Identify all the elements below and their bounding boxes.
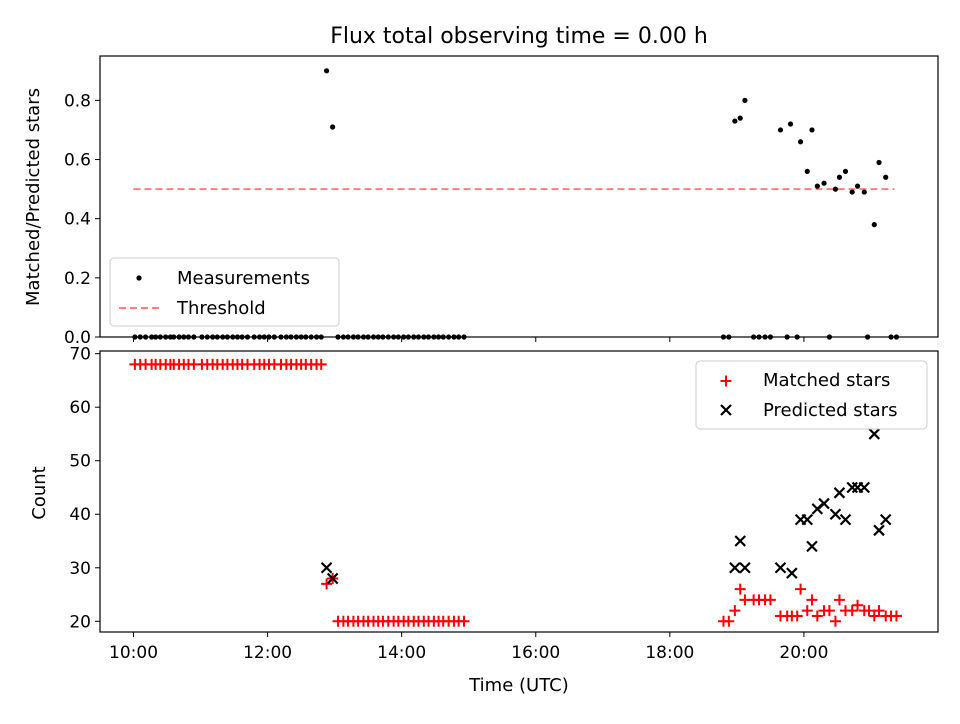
predicted-star-point [833,487,846,499]
measurement-point [797,139,804,145]
predicted-star-point [829,508,842,521]
matched-star-point [764,594,776,606]
legend-predicted-marker [720,404,732,416]
predicted-star-point [818,497,830,510]
matched-star-point [868,610,880,622]
measurement-point [330,124,336,130]
measurement-point [732,118,738,124]
matched-star-point [734,583,746,595]
measurement-point [809,127,815,133]
bottom-y-tick-label: 70 [69,345,91,365]
bottom-y-tick-label: 30 [69,559,91,579]
measurement-point [842,168,849,174]
matched-star-point [863,605,875,617]
measurement-point [871,222,877,228]
measurement-point [876,159,882,166]
predicted-star-point [806,540,818,553]
measurement-point [737,115,743,121]
matched-star-point [823,605,835,617]
predicted-star-point [729,561,741,574]
bottom-y-tick-label: 50 [69,452,91,472]
top-y-tick-label: 0.8 [64,91,91,111]
matched-star-point [846,605,858,617]
measurement-point [854,183,861,189]
bottom-y-tick-label: 20 [69,612,91,632]
matched-star-point [890,610,902,622]
chart-title: Flux total observing time = 0.00 h [330,24,708,49]
legend-measurements-label: Measurements [177,268,310,289]
legend-matched-label: Matched stars [763,370,890,391]
bottom-y-tick-label: 40 [69,505,91,525]
bottom-y-axis-label: Count [29,466,50,519]
matched-star-point [723,615,735,627]
measurement-point [861,189,867,195]
predicted-star-point [879,513,892,526]
measurement-point [804,168,810,174]
matched-star-point [811,610,823,622]
predicted-star-point [801,513,814,526]
matched-star-point [795,583,807,595]
bottom-legend: Matched stars Predicted stars [695,360,928,430]
top-legend-box [109,257,340,327]
legend-measurements-marker [136,275,142,281]
measurement-point [821,180,827,186]
matched-star-point [458,615,470,627]
predicted-star-point [734,535,747,547]
top-legend: Measurements Threshold [109,257,340,327]
matched-star-point [873,605,885,617]
predicted-star-point [786,567,798,579]
bottom-legend-box [695,360,928,430]
measurement-point [777,127,784,133]
bottom-y-tick-label: 60 [69,398,91,418]
matched-star-point [833,594,845,606]
top-y-tick-label: 0.4 [64,210,91,230]
top-y-axis-label: Matched/Predicted stars [23,88,44,306]
top-plot-frame [99,55,939,338]
matched-star-point [829,615,841,627]
measurement-point [787,121,794,127]
matched-star-point [806,594,818,606]
matched-star-point [801,605,813,617]
x-tick-label: 20:00 [779,643,828,663]
measurement-point [814,183,820,189]
measurement-point [742,97,748,103]
top-plot-panel: 0.0 0.2 0.4 0.6 0.8 Measurements Threshold [64,55,939,348]
predicted-star-point [868,428,881,440]
legend-matched-marker [720,375,732,387]
predicted-star-point [839,513,852,526]
top-y-tick-label: 0.2 [64,269,91,289]
legend-predicted-label: Predicted stars [763,400,897,421]
matched-star-point [791,610,803,622]
x-axis-label: Time (UTC) [468,675,569,696]
measurement-point [883,174,889,180]
predicted-star-point [326,572,339,585]
top-y-tick-label: 0.6 [64,151,91,171]
top-y-tick-label: 0.0 [64,328,91,348]
measurement-point [323,68,330,74]
matched-star-point [852,599,864,611]
predicted-star-point [846,481,858,494]
predicted-star-point [320,561,333,574]
bottom-plot-panel: 20 30 40 50 60 70 10:00 12:00 14:00 16:00 18:00 20:… [69,345,939,663]
matched-star-point [321,578,333,590]
measurement-point [832,186,839,192]
x-tick-label: 16:00 [511,643,560,663]
legend-threshold-label: Threshold [176,298,266,319]
measurement-point [849,189,855,195]
bottom-plot-frame [99,350,939,633]
matched-star-point [729,605,741,617]
matched-star-point [315,358,327,370]
predicted-star-point [774,561,787,574]
predicted-star-point [873,524,885,537]
x-tick-label: 18:00 [645,643,694,663]
x-tick-label: 14:00 [377,643,426,663]
predicted-star-point [858,481,871,494]
x-tick-label: 10:00 [109,643,158,663]
x-tick-label: 12:00 [243,643,292,663]
predicted-star-point [739,561,751,574]
measurement-point [836,174,843,180]
